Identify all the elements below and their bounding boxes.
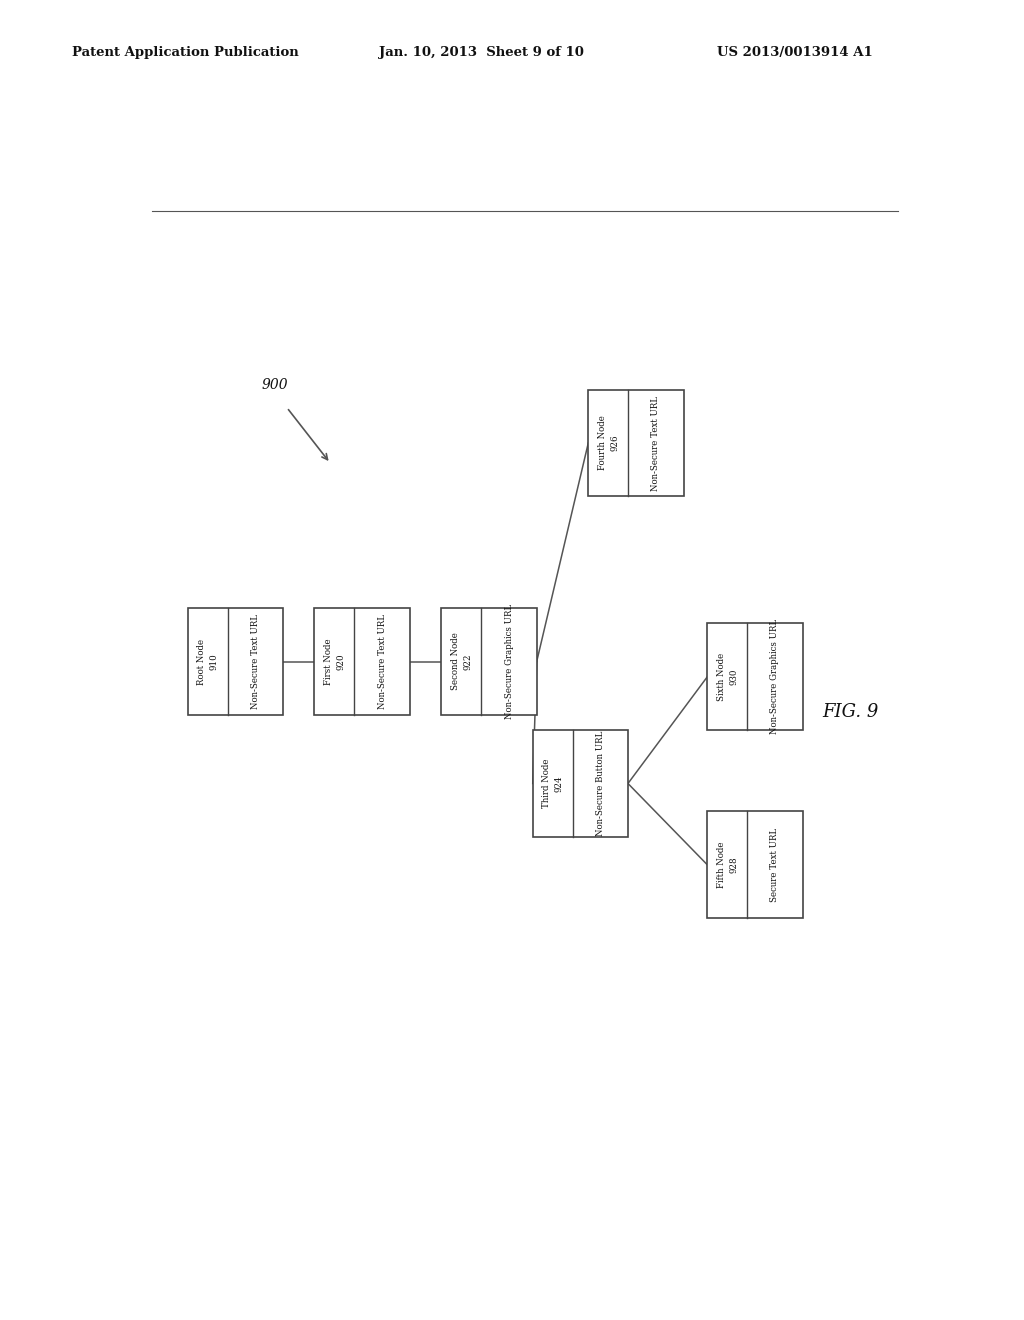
Text: US 2013/0013914 A1: US 2013/0013914 A1 bbox=[717, 46, 872, 59]
Text: Non-Secure Text URL: Non-Secure Text URL bbox=[251, 614, 260, 709]
Text: Non-Secure Graphics URL: Non-Secure Graphics URL bbox=[505, 603, 514, 719]
Text: Second Node
922: Second Node 922 bbox=[451, 632, 472, 690]
Text: Non-Secure Text URL: Non-Secure Text URL bbox=[651, 396, 660, 491]
Bar bbox=[708, 623, 803, 730]
Text: Patent Application Publication: Patent Application Publication bbox=[72, 46, 298, 59]
Text: Third Node
924: Third Node 924 bbox=[542, 759, 563, 808]
Text: Jan. 10, 2013  Sheet 9 of 10: Jan. 10, 2013 Sheet 9 of 10 bbox=[379, 46, 584, 59]
Bar bbox=[532, 730, 628, 837]
Bar bbox=[708, 812, 803, 919]
Text: Root Node
910: Root Node 910 bbox=[197, 639, 218, 685]
Text: 900: 900 bbox=[261, 378, 288, 392]
Bar bbox=[588, 389, 684, 496]
Bar bbox=[187, 609, 283, 715]
Text: FIG. 9: FIG. 9 bbox=[822, 704, 879, 721]
Text: Sixth Node
930: Sixth Node 930 bbox=[717, 652, 738, 701]
Text: Secure Text URL: Secure Text URL bbox=[770, 828, 779, 902]
Bar bbox=[314, 609, 410, 715]
Text: Non-Secure Graphics URL: Non-Secure Graphics URL bbox=[770, 619, 779, 734]
Text: First Node
920: First Node 920 bbox=[324, 638, 345, 685]
Text: Non-Secure Button URL: Non-Secure Button URL bbox=[596, 731, 605, 836]
Bar bbox=[441, 609, 537, 715]
Text: Fourth Node
926: Fourth Node 926 bbox=[598, 416, 620, 470]
Text: Fifth Node
928: Fifth Node 928 bbox=[717, 842, 738, 888]
Text: Non-Secure Text URL: Non-Secure Text URL bbox=[378, 614, 387, 709]
